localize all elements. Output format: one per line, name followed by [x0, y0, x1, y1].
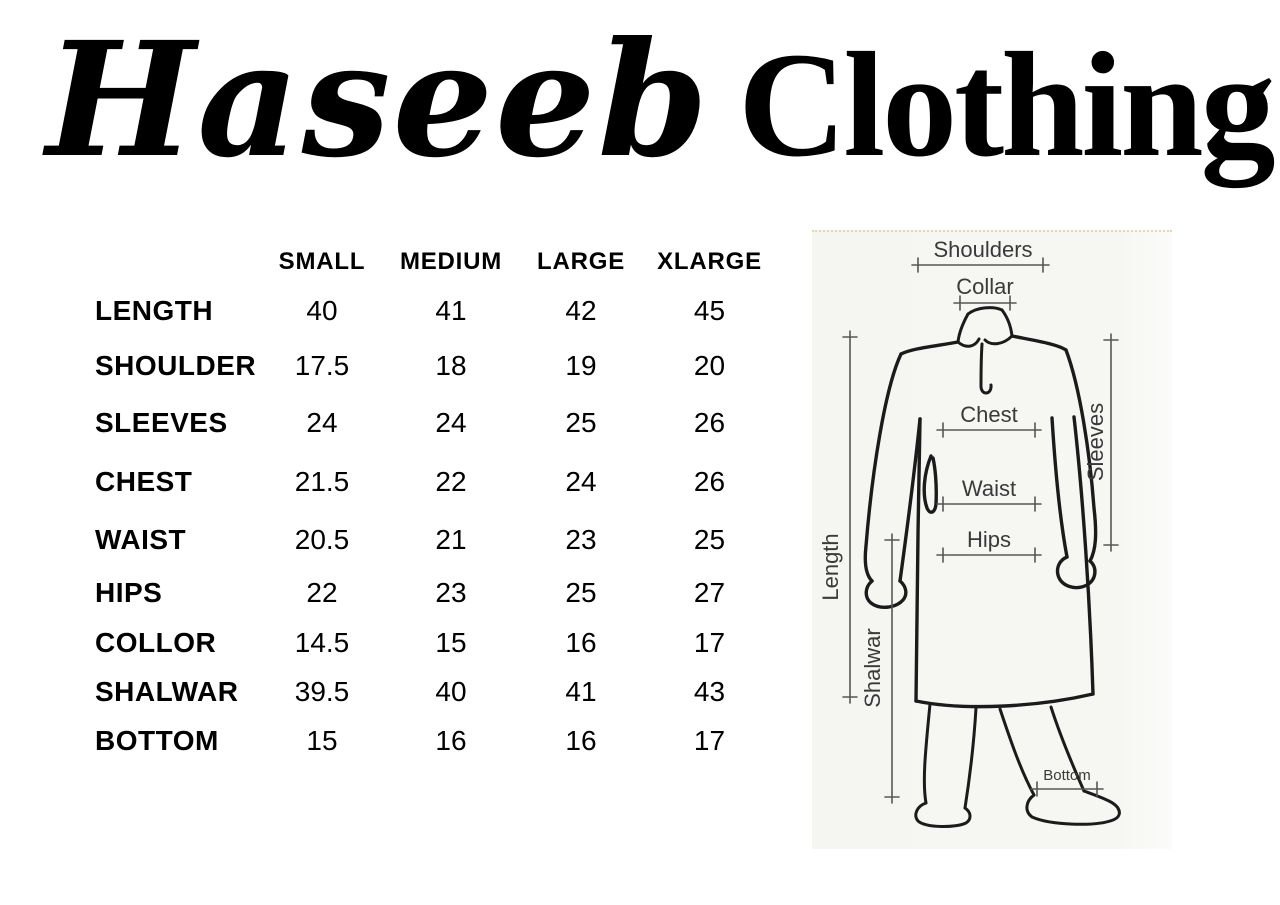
row-label-chest: CHEST	[95, 466, 193, 497]
row-label-bottom: BOTTOM	[95, 725, 219, 756]
length-label: Length	[818, 533, 843, 600]
cell-bottom-large: 16	[565, 725, 597, 756]
row-label-waist: WAIST	[95, 524, 187, 555]
column-header-xlarge: XLARGE	[657, 248, 762, 275]
chest-label: Chest	[960, 402, 1017, 427]
cell-waist-small: 20.5	[294, 524, 350, 555]
cell-length-xlarge: 45	[693, 295, 726, 326]
cell-chest-xlarge: 26	[693, 466, 726, 497]
cell-shalwar-large: 41	[565, 676, 597, 707]
shalwar-outline	[914, 702, 1121, 828]
cell-shalwar-medium: 40	[435, 676, 467, 707]
cell-chest-large: 24	[565, 466, 597, 497]
cell-sleeves-small: 24	[306, 407, 338, 438]
column-header-medium: MEDIUM	[399, 248, 503, 275]
waist-label: Waist	[962, 476, 1016, 501]
cell-length-small: 40	[306, 295, 338, 326]
hips-label: Hips	[967, 527, 1011, 552]
cell-sleeves-medium: 24	[435, 407, 467, 438]
cell-collor-small: 14.5	[294, 627, 350, 658]
hips-dimension-line	[936, 547, 1042, 563]
length-dimension-line	[842, 330, 858, 704]
waist-dimension-line	[936, 496, 1042, 512]
cell-chest-medium: 22	[435, 466, 467, 497]
collar-label: Collar	[956, 274, 1013, 299]
row-label-length: LENGTH	[95, 295, 214, 326]
page-title: Haseeb Clothing	[46, 8, 1276, 193]
cell-shoulder-xlarge: 20	[693, 350, 726, 381]
cell-hips-small: 22	[306, 577, 338, 608]
garment-measurement-diagram: Shoulders Collar Chest Waist Hips Sleeve…	[812, 230, 1172, 849]
sleeves-label: Sleeves	[1083, 403, 1108, 481]
sleeves-dimension-line	[1103, 333, 1119, 552]
shalwar-dimension-line	[884, 533, 900, 804]
cell-bottom-medium: 16	[435, 725, 467, 756]
cell-waist-medium: 21	[435, 524, 467, 555]
cell-hips-xlarge: 27	[693, 577, 726, 608]
cell-collor-large: 16	[565, 627, 597, 658]
cell-shoulder-medium: 18	[435, 350, 467, 381]
brand-script-word: Haseeb	[46, 8, 711, 193]
collar-outline	[956, 306, 1014, 395]
cell-hips-medium: 23	[435, 577, 467, 608]
collar-dimension-line	[953, 295, 1017, 311]
shoulders-dimension-line	[911, 257, 1050, 273]
cell-length-medium: 41	[435, 295, 467, 326]
bottom-dimension-line	[1030, 781, 1104, 797]
cell-sleeves-large: 25	[565, 407, 597, 438]
cell-shoulder-small: 17.5	[294, 350, 350, 381]
cell-shalwar-small: 39.5	[294, 676, 350, 707]
cell-chest-small: 21.5	[294, 466, 350, 497]
kurta-shalwar-sketch: Shoulders Collar Chest Waist Hips Sleeve…	[818, 237, 1121, 828]
table-corner-cell	[95, 240, 260, 284]
cell-shoulder-large: 19	[565, 350, 597, 381]
cell-bottom-small: 15	[306, 725, 338, 756]
row-label-collor: COLLOR	[95, 627, 217, 658]
cell-hips-large: 25	[565, 577, 597, 608]
row-label-shalwar: SHALWAR	[95, 676, 239, 707]
cell-length-large: 42	[565, 295, 597, 326]
cell-collor-xlarge: 17	[693, 627, 726, 658]
bottom-label: Bottom	[1043, 767, 1091, 784]
cell-sleeves-xlarge: 26	[693, 407, 726, 438]
column-header-small: SMALL	[278, 248, 366, 275]
cell-bottom-xlarge: 17	[693, 725, 726, 756]
size-chart-table: SMALL MEDIUM LARGE XLARGE LENGTH 40 41 4…	[95, 240, 775, 766]
cell-waist-large: 23	[565, 524, 597, 555]
brand-bold-word: Clothing	[738, 22, 1275, 188]
row-label-hips: HIPS	[95, 577, 163, 608]
kurta-outline	[863, 334, 1098, 709]
shalwar-label: Shalwar	[860, 628, 885, 707]
cell-shalwar-xlarge: 43	[693, 676, 726, 707]
cell-collor-medium: 15	[435, 627, 467, 658]
cell-waist-xlarge: 25	[693, 524, 726, 555]
column-header-large: LARGE	[537, 248, 625, 275]
row-label-shoulder: SHOULDER	[95, 350, 257, 381]
shoulders-label: Shoulders	[933, 237, 1032, 262]
row-label-sleeves: SLEEVES	[95, 407, 228, 438]
chest-dimension-line	[936, 422, 1042, 438]
